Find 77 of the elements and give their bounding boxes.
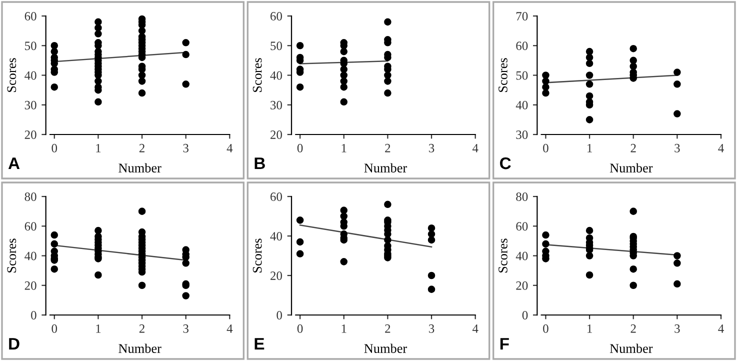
x-tick-label: 2 — [139, 324, 144, 333]
y-tick-label: 60 — [24, 12, 36, 20]
y-tick-label: 40 — [516, 100, 528, 110]
x-tick-label: 0 — [297, 144, 303, 152]
x-tick-label: 1 — [342, 324, 346, 333]
x-tick-label: 1 — [588, 144, 592, 152]
y-tick-label: 40 — [270, 232, 282, 240]
x-tick-label: 2 — [139, 144, 144, 152]
text: E — [254, 338, 264, 350]
y-tick-label: 0 — [31, 311, 36, 320]
y-tick-label: 60 — [24, 222, 36, 231]
x-tick-label: 0 — [543, 324, 548, 333]
y-tick-label: 20 — [270, 272, 282, 280]
y-tick-label: 70 — [516, 12, 528, 20]
text: C — [500, 157, 511, 170]
y-tick-label: 30 — [24, 100, 36, 110]
y-tick-label: 60 — [270, 192, 282, 201]
y-tick-label: 80 — [516, 192, 528, 201]
y-tick-label: 0 — [276, 311, 282, 320]
x-axis-title: Number — [364, 344, 407, 353]
x-tick-label: 0 — [297, 324, 303, 333]
x-tick-label: 0 — [52, 144, 58, 152]
y-tick-label: 50 — [25, 42, 36, 50]
x-tick-label: 1 — [588, 324, 592, 333]
text: A — [8, 158, 20, 170]
x-tick-label: 1 — [96, 324, 101, 333]
x-tick-label: 2 — [385, 324, 390, 333]
x-axis-title: Number — [610, 344, 653, 353]
x-axis-title: Number — [118, 163, 162, 172]
y-tick-label: 50 — [516, 71, 528, 80]
y-tick-label: 40 — [516, 252, 528, 260]
x-tick-label: 0 — [52, 324, 58, 333]
x-tick-label: 3 — [183, 144, 188, 152]
y-axis-title: Scores — [252, 238, 262, 272]
y-tick-label: 60 — [270, 12, 282, 20]
y-tick-label: 30 — [516, 130, 528, 139]
y-tick-label: 60 — [516, 222, 528, 231]
x-tick-label: 3 — [183, 324, 188, 333]
x-tick-label: 4 — [718, 324, 724, 333]
text: D — [9, 338, 20, 350]
x-tick-label: 4 — [472, 144, 478, 152]
x-tick-label: 2 — [630, 144, 636, 152]
y-axis-title: Scores — [7, 58, 16, 92]
y-tick-label: 20 — [24, 281, 36, 290]
y-tick-label: 30 — [270, 100, 282, 110]
x-tick-label: 3 — [674, 324, 680, 333]
x-axis-title: Number — [118, 344, 162, 353]
y-tick-label: 0 — [522, 311, 528, 320]
x-tick-label: 1 — [342, 144, 346, 152]
x-axis-title: Number — [364, 163, 407, 172]
x-tick-label: 4 — [718, 144, 724, 152]
y-axis-title: Scores — [252, 58, 262, 92]
y-axis-title: Scores — [7, 238, 16, 272]
y-tick-label: 40 — [270, 71, 282, 80]
x-tick-label: 4 — [472, 324, 478, 333]
y-tick-label: 60 — [516, 42, 528, 50]
text: B — [254, 158, 265, 170]
text: F — [500, 338, 509, 350]
y-tick-label: 40 — [24, 252, 36, 260]
x-tick-label: 3 — [428, 324, 434, 333]
x-tick-label: 4 — [226, 324, 233, 333]
y-tick-label: 20 — [516, 281, 528, 290]
y-tick-label: 80 — [24, 192, 36, 201]
x-tick-label: 2 — [385, 144, 390, 152]
x-tick-label: 0 — [543, 144, 548, 152]
y-tick-label: 50 — [270, 42, 282, 50]
y-axis-title: Scores — [498, 238, 508, 272]
x-tick-label: 3 — [428, 144, 434, 152]
x-tick-label: 3 — [674, 144, 680, 152]
y-tick-label: 40 — [24, 71, 36, 80]
x-tick-label: 2 — [630, 324, 636, 333]
y-axis-title: Scores — [498, 58, 508, 92]
y-tick-label: 20 — [270, 130, 282, 139]
x-tick-label: 4 — [226, 144, 233, 152]
x-axis-title: Number — [610, 163, 653, 172]
x-tick-label: 1 — [96, 144, 101, 152]
y-tick-label: 20 — [24, 130, 36, 139]
